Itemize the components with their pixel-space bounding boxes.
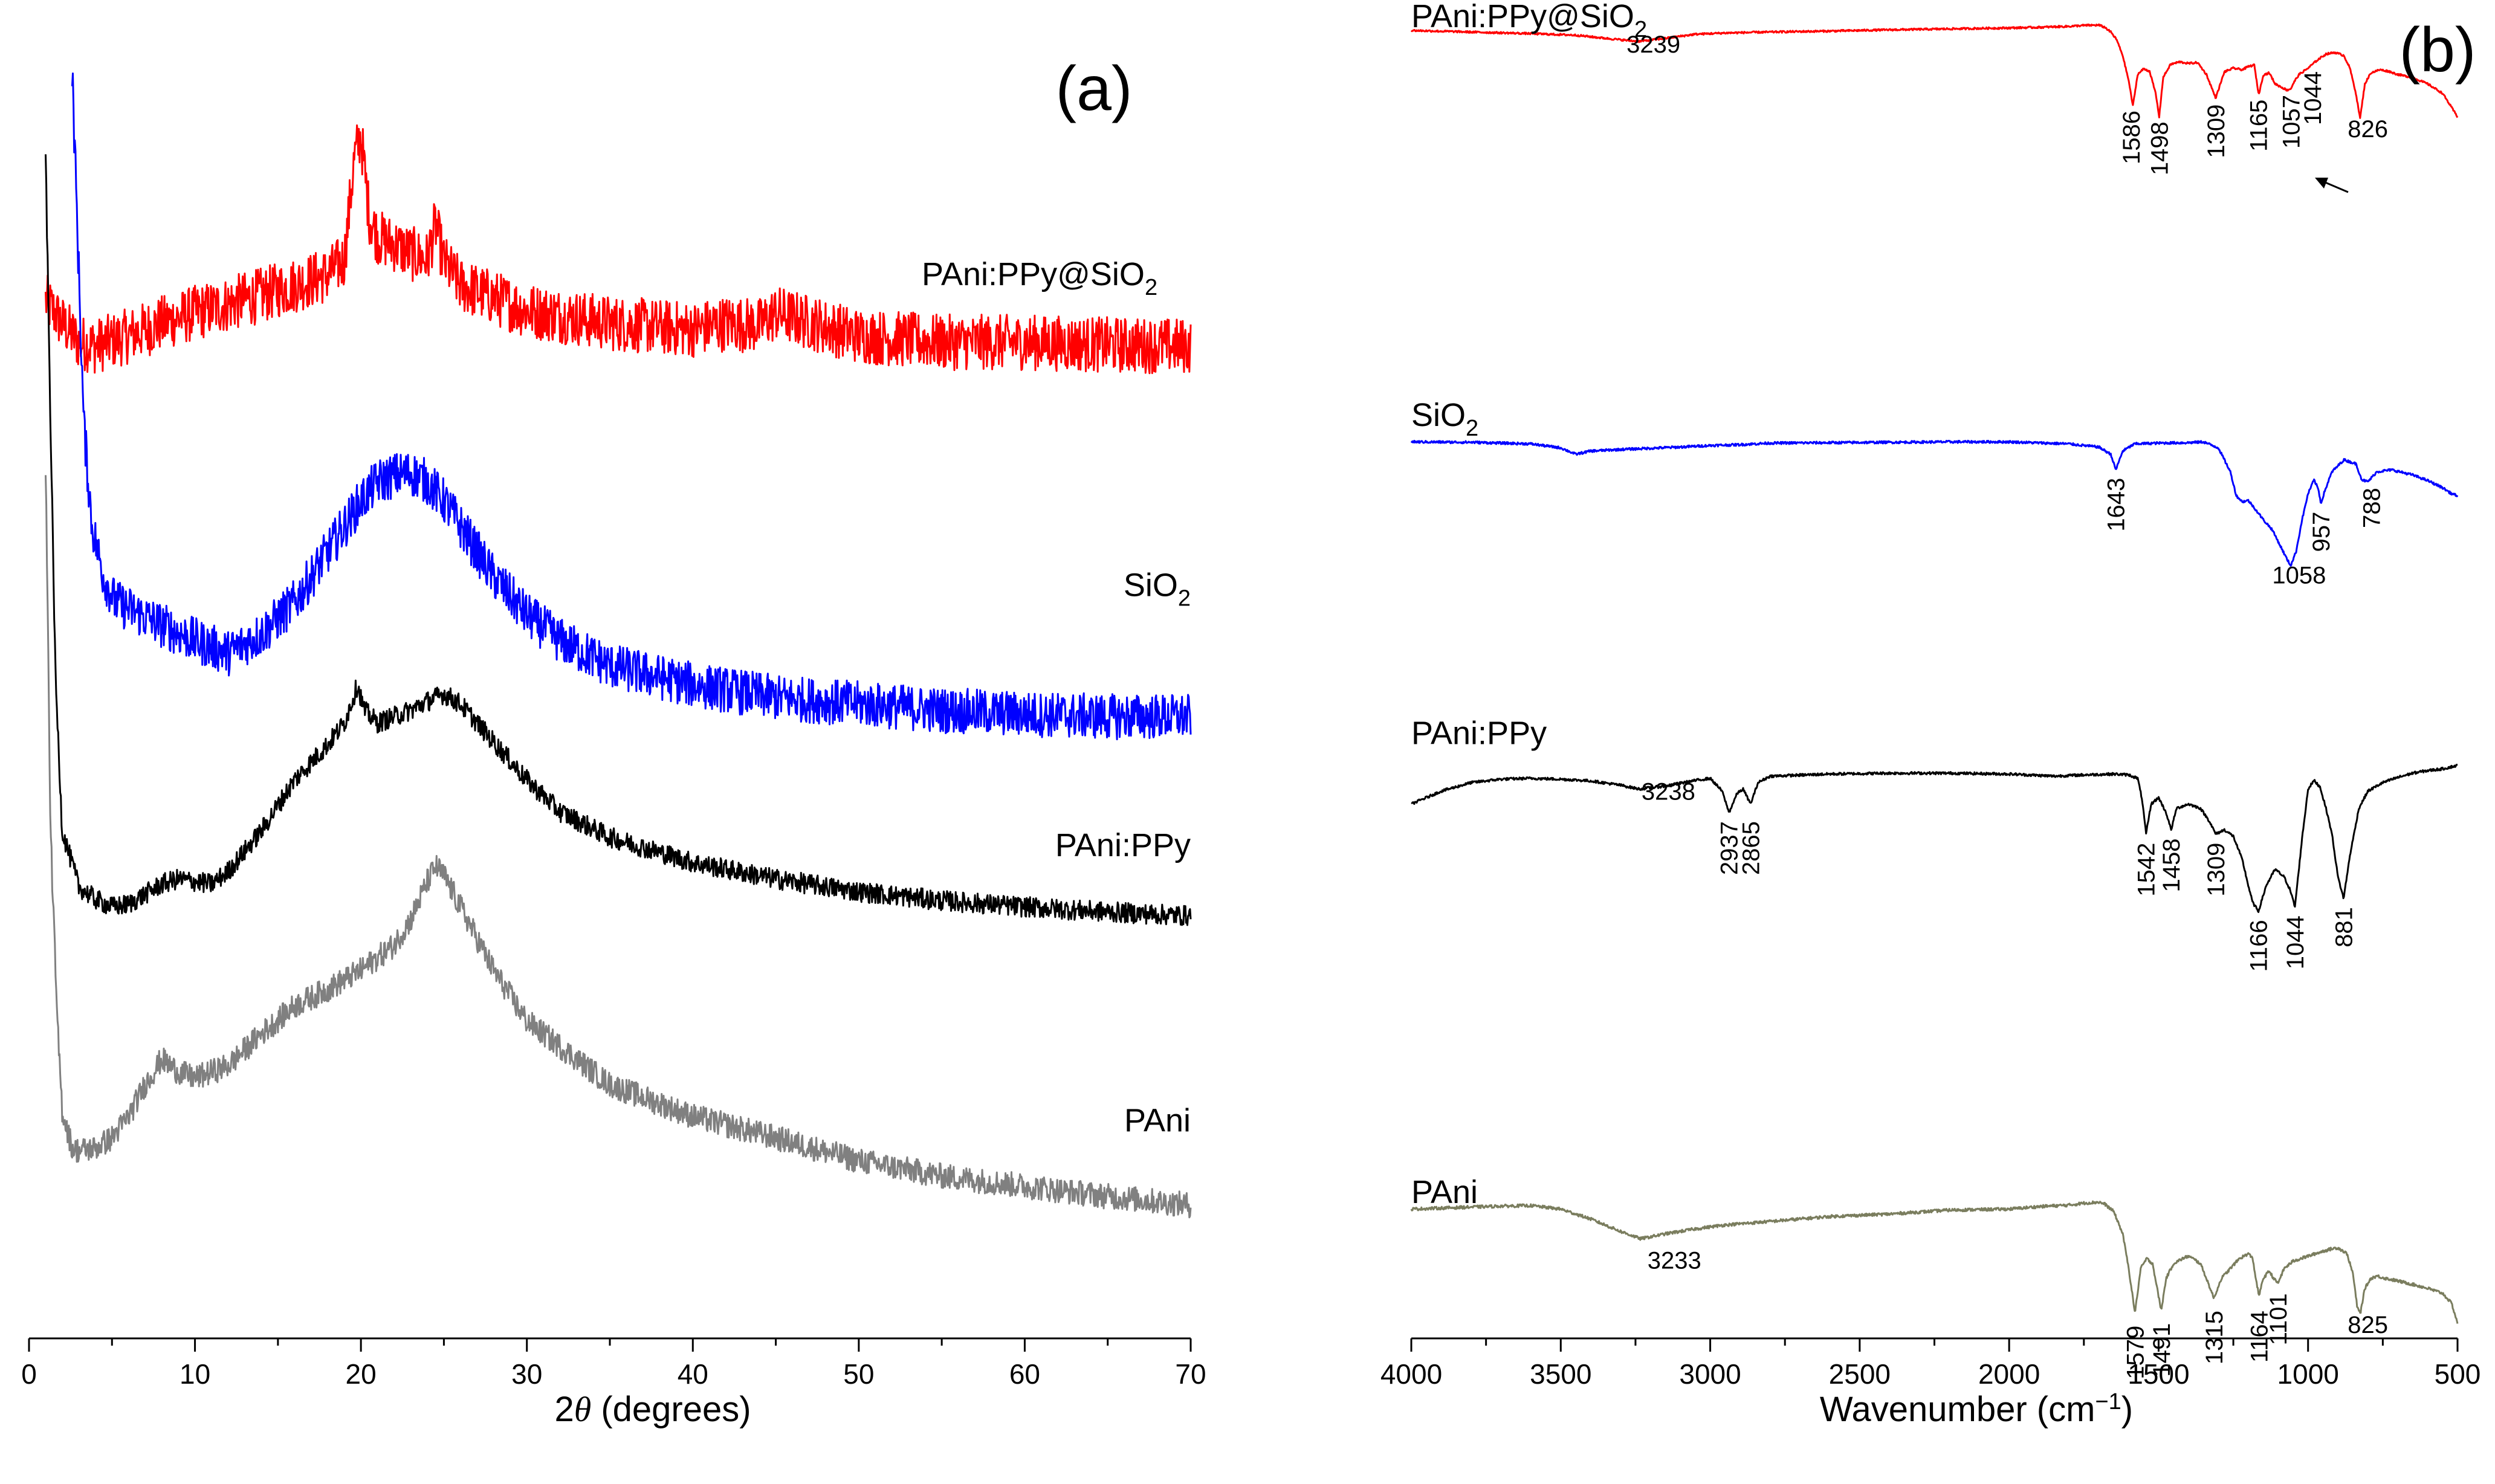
peak-label-1044: 1044 xyxy=(2282,915,2309,969)
panel-b-tick-label: 3500 xyxy=(1530,1358,1591,1390)
panel-a-series-labels: PAni:PPy@SiO2 SiO2 PAni:PPy PAni xyxy=(922,256,1191,1139)
panel-b-tick-label: 500 xyxy=(2435,1358,2481,1390)
peak-label-1058: 1058 xyxy=(2272,563,2326,589)
panel-a-tick-label: 20 xyxy=(346,1358,377,1390)
panel-b-label: (b) xyxy=(2399,15,2476,85)
peak-label-1164: 1164 xyxy=(2247,1311,2273,1363)
panel-b-x-axis: 4000 3500 3000 2500 2000 1500 1000 500 xyxy=(1380,1337,2481,1390)
panel-a-tick-label: 60 xyxy=(1009,1358,1040,1390)
peak-label-2865: 2865 xyxy=(1738,821,1764,875)
panel-a-tick-label: 30 xyxy=(511,1358,542,1390)
peak-label-3233: 3233 xyxy=(1648,1247,1701,1274)
ftir-series-pani-ppy-sio2 xyxy=(1410,23,2459,119)
xrd-label-pani: PAni xyxy=(1124,1103,1191,1139)
peak-label-788: 788 xyxy=(2359,488,2386,528)
xrd-label-pani-ppy-sio2: PAni:PPy@SiO2 xyxy=(922,256,1157,300)
panel-a: PAni:PPy@SiO2 SiO2 PAni:PPy PAni 0 10 20 30 40 5… xyxy=(21,54,1206,1429)
panel-a-label: (a) xyxy=(1055,54,1132,124)
ftir-series-sio2 xyxy=(1410,439,2459,567)
ftir-label-pani-ppy-sio2: PAni:PPy@SiO2 xyxy=(1411,0,1647,42)
ftir-label-pani-ppy: PAni:PPy xyxy=(1411,715,1547,751)
panel-b-tick-label: 1500 xyxy=(2128,1358,2189,1390)
panel-a-series xyxy=(45,73,1192,1219)
panel-a-tick-label: 50 xyxy=(843,1358,874,1390)
peak-label-1458: 1458 xyxy=(2158,839,2185,892)
ftir-series-pani-ppy xyxy=(1411,763,2458,913)
panel-a-tick-label: 70 xyxy=(1175,1358,1206,1390)
panel-a-tick-label: 40 xyxy=(678,1358,708,1390)
xrd-series-pani-ppy xyxy=(45,154,1192,926)
peak-label-1491: 1491 xyxy=(2149,1323,2175,1377)
panel-a-x-axis-title: 2θ (degrees) xyxy=(554,1390,751,1429)
peak-label-825: 825 xyxy=(2348,1312,2388,1338)
peak-label-1643: 1643 xyxy=(2103,478,2130,532)
peak-label-1165: 1165 xyxy=(2246,100,2273,152)
peak-label-1166: 1166 xyxy=(2246,920,2273,972)
peak-label-957: 957 xyxy=(2308,512,2335,552)
panel-b-tick-label: 1000 xyxy=(2277,1358,2339,1390)
panel-b-tick-label: 4000 xyxy=(1380,1358,1442,1390)
panel-a-tick-label: 10 xyxy=(180,1358,210,1390)
peak-label-1309: 1309 xyxy=(2203,105,2230,158)
peak-label-1309: 1309 xyxy=(2203,843,2230,897)
peak-label-1101: 1101 xyxy=(2265,1293,2292,1345)
panel-b-series xyxy=(1410,23,2459,1324)
xrd-series-pani-ppy-sio2 xyxy=(45,124,1192,375)
peak-label-1579: 1579 xyxy=(2122,1326,2149,1379)
peak-label-2937: 2937 xyxy=(1717,821,1743,875)
peak-1044-arrowhead xyxy=(2315,178,2328,189)
xrd-label-pani-ppy: PAni:PPy xyxy=(1055,827,1191,863)
peak-label-1057: 1057 xyxy=(2279,95,2305,149)
peak-label-826: 826 xyxy=(2348,116,2388,143)
peak-label-1498: 1498 xyxy=(2146,121,2173,175)
xrd-label-sio2: SiO2 xyxy=(1124,567,1191,611)
panel-b-tick-label: 2000 xyxy=(1978,1358,2040,1390)
peak-label-3239: 3239 xyxy=(1626,31,1680,58)
panel-b-tick-label: 3000 xyxy=(1679,1358,1741,1390)
ftir-label-sio2: SiO2 xyxy=(1411,397,1478,441)
panel-b-x-axis-title: Wavenumber (cm−1) xyxy=(1820,1389,2133,1429)
xrd-series-sio2 xyxy=(71,73,1192,741)
peak-label-1586: 1586 xyxy=(2118,111,2145,164)
peak-label-881: 881 xyxy=(2331,907,2358,947)
peak-label-1044: 1044 xyxy=(2300,71,2326,125)
peak-label-3238: 3238 xyxy=(1642,779,1695,805)
panel-b-tick-label: 2500 xyxy=(1829,1358,1891,1390)
panel-a-tick-label: 0 xyxy=(21,1358,37,1390)
xrd-series-pani xyxy=(45,475,1192,1219)
ftir-label-pani: PAni xyxy=(1411,1174,1478,1210)
panel-b-series-labels: PAni:PPy@SiO2 SiO2 PAni:PPy PAni xyxy=(1411,0,1647,1210)
panel-a-x-axis: 0 10 20 30 40 50 60 70 xyxy=(21,1337,1206,1390)
peak-label-1542: 1542 xyxy=(2134,843,2160,897)
ftir-series-pani xyxy=(1410,1200,2459,1324)
